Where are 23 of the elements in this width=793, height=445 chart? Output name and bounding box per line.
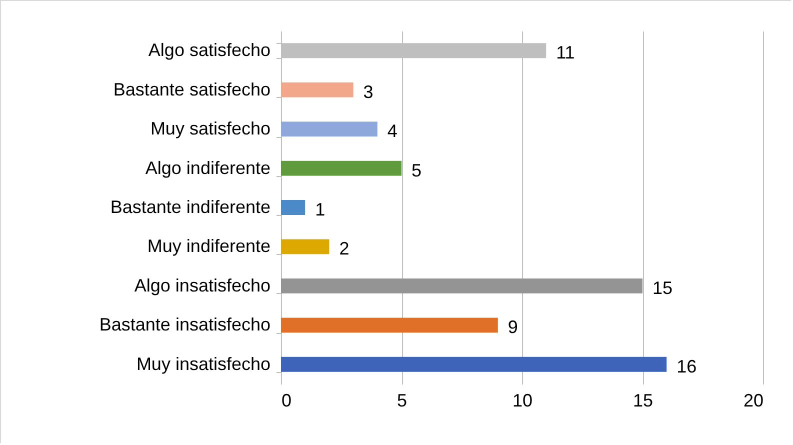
x-tick-label: 10 bbox=[512, 390, 533, 410]
y-tick-label: Muy indiferente bbox=[147, 236, 270, 256]
x-tick-label: 5 bbox=[396, 390, 408, 410]
y-tick-label: Algo satisfecho bbox=[148, 40, 270, 60]
y-tick-label: Bastante indiferente bbox=[110, 197, 270, 217]
x-tick-label: 15 bbox=[632, 390, 654, 410]
x-tick-label: 0 bbox=[282, 390, 292, 410]
y-tick-label: Bastante satisfecho bbox=[113, 79, 270, 100]
y-tick-label: Muy satisfecho bbox=[150, 118, 270, 139]
data-label: 15 bbox=[652, 278, 673, 298]
data-label: 3 bbox=[363, 82, 374, 102]
data-label: 1 bbox=[315, 200, 326, 220]
data-label: 4 bbox=[387, 121, 398, 142]
data-label: 5 bbox=[412, 160, 422, 180]
data-label: 2 bbox=[339, 238, 350, 259]
y-tick-label: Algo indiferente bbox=[145, 158, 270, 178]
x-tick-label: 20 bbox=[743, 390, 764, 410]
y-tick-label: Algo insatisfecho bbox=[134, 275, 270, 296]
data-label: 9 bbox=[508, 317, 518, 338]
data-label: 11 bbox=[556, 42, 575, 63]
data-label: 16 bbox=[676, 356, 697, 376]
y-tick-label: Bastante insatisfecho bbox=[99, 314, 270, 335]
y-tick-label: Muy insatisfecho bbox=[136, 354, 270, 374]
